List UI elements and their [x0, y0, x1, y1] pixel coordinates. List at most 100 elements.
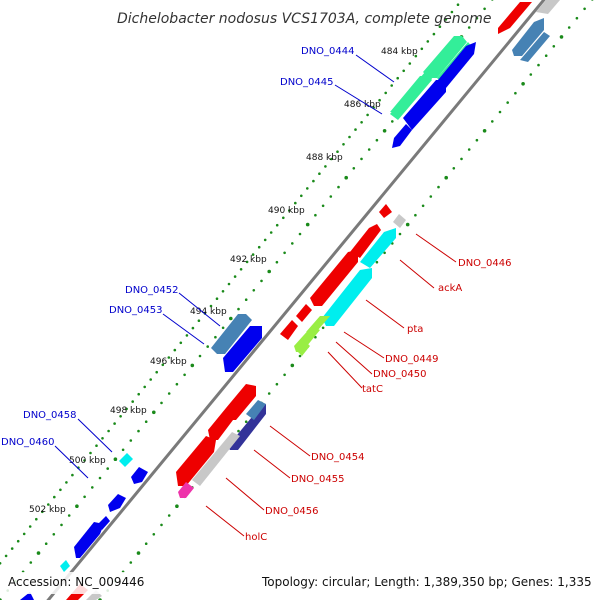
tick-dot — [552, 45, 556, 48]
tick-dot — [283, 373, 286, 377]
gene-top-red[interactable] — [498, 2, 532, 34]
tick-dot — [214, 335, 217, 339]
label-DNO_0453[interactable]: DNO_0453 — [109, 305, 163, 316]
label-DNO_0458[interactable]: DNO_0458 — [23, 410, 77, 421]
label-DNO_0460[interactable]: DNO_0460 — [1, 437, 55, 448]
label-DNO_0450[interactable]: DNO_0450 — [373, 369, 427, 380]
tick-dot — [267, 392, 271, 395]
gene-DNO_0455-red[interactable] — [208, 408, 236, 440]
tick-dot — [288, 209, 291, 212]
tick-dot — [83, 495, 86, 499]
tick-dot — [197, 319, 201, 323]
gene-DNO_0453[interactable] — [223, 326, 262, 372]
gene-holC[interactable] — [178, 482, 194, 498]
gene-DNO_0455[interactable] — [192, 432, 240, 486]
tick-dot — [245, 260, 249, 264]
label-DNO_0445[interactable]: DNO_0445 — [280, 77, 334, 88]
tick-dot — [263, 238, 267, 242]
gene-top-steelblue[interactable] — [512, 18, 544, 56]
tick-dot — [498, 110, 502, 114]
tick-dot — [227, 282, 231, 286]
tick-dot — [360, 121, 363, 124]
gene-blue-large[interactable] — [74, 522, 104, 558]
tick-dot — [83, 459, 86, 462]
label-pta[interactable]: pta — [407, 324, 423, 335]
gene-ackA[interactable] — [360, 228, 396, 268]
tick-dot — [408, 62, 412, 65]
reverse-strand-features — [20, 0, 560, 600]
tick-dot — [420, 47, 424, 51]
tick-dot — [131, 400, 134, 403]
tick-dot — [426, 40, 430, 43]
gene-DNO_0445-inner[interactable] — [390, 72, 432, 120]
tick-dot — [529, 73, 533, 76]
gene-ackA-red[interactable] — [350, 224, 381, 258]
label-DNO_0446[interactable]: DNO_0446 — [458, 258, 512, 269]
tick-dot — [324, 165, 327, 168]
tick-dot — [59, 488, 62, 492]
tick-dot — [429, 195, 433, 198]
tick-dot — [405, 222, 410, 227]
tick-dot — [402, 69, 406, 73]
tick-dot — [336, 150, 339, 153]
tick-dot — [312, 179, 315, 183]
gene-DNO_0450-red[interactable] — [280, 320, 298, 340]
gene-blue-small-1[interactable] — [392, 124, 412, 148]
gene-pta[interactable] — [322, 268, 372, 326]
tick-dot — [44, 542, 48, 545]
tick-dot — [583, 7, 586, 11]
label-DNO_0455[interactable]: DNO_0455 — [291, 474, 345, 485]
tick-dot — [137, 429, 140, 433]
gene-DNO_0449-red[interactable] — [296, 304, 312, 322]
gene-DNO_0460[interactable] — [131, 467, 148, 484]
tick-dot — [67, 514, 71, 517]
tick-dot — [267, 269, 272, 274]
tick-dot — [152, 533, 156, 536]
label-DNO_0456[interactable]: DNO_0456 — [265, 506, 319, 517]
tick-dot — [190, 363, 195, 368]
gene-DNO_0454-steel[interactable] — [246, 400, 266, 420]
gene-DNO_0454-red[interactable] — [226, 384, 256, 420]
label-ackA[interactable]: ackA — [438, 283, 462, 294]
gene-top-steelblue-2[interactable] — [520, 32, 550, 62]
tick-dot — [160, 523, 163, 527]
tick-dot — [375, 138, 379, 142]
label-holC[interactable]: holC — [245, 532, 267, 543]
gene-DNO_0456-red[interactable] — [176, 436, 216, 486]
tick-dot — [491, 0, 494, 1]
label-DNO_0444[interactable]: DNO_0444 — [301, 46, 355, 57]
tick-dot — [298, 232, 302, 236]
tick-dot — [378, 98, 381, 102]
gene-DNO_0446-red[interactable] — [379, 204, 392, 218]
label-DNO_0452[interactable]: DNO_0452 — [125, 285, 179, 296]
tick-dot — [229, 316, 233, 321]
gene-top-gray[interactable] — [536, 0, 560, 14]
tick-dot — [330, 157, 333, 161]
tick-dot — [179, 341, 183, 345]
gene-DNO_0444-outer[interactable] — [423, 36, 467, 78]
tick-dot — [491, 120, 494, 123]
label-tatC[interactable]: tatC — [362, 384, 383, 395]
tick-dot — [306, 187, 309, 190]
footer-background — [0, 572, 600, 594]
label-DNO_0449[interactable]: DNO_0449 — [385, 354, 439, 365]
tick-dot — [282, 216, 285, 220]
reverse-gene-labels: DNO_0446 ackA pta DNO_0449 DNO_0450 tatC… — [245, 258, 512, 543]
tick-dot — [348, 135, 351, 139]
tick-dot — [544, 54, 548, 57]
tick-dot — [215, 297, 219, 301]
gene-DNO_0446[interactable] — [393, 214, 406, 228]
gene-pta-red[interactable] — [310, 250, 358, 306]
tick-dot — [337, 185, 340, 189]
gene-tatC[interactable] — [296, 340, 310, 356]
gene-DNO_0458[interactable] — [119, 453, 133, 467]
gene-DNO_0452[interactable] — [211, 314, 252, 354]
label-DNO_0454[interactable]: DNO_0454 — [311, 452, 365, 463]
gene-cyan-bottom[interactable] — [60, 560, 70, 572]
gene-blue-small-2[interactable] — [108, 494, 126, 512]
gene-0445-blue[interactable] — [403, 80, 446, 130]
tick-dot — [244, 420, 248, 424]
gene-0444-blue[interactable] — [438, 42, 476, 88]
tick-dot — [183, 373, 186, 377]
tick-dot — [260, 279, 263, 283]
